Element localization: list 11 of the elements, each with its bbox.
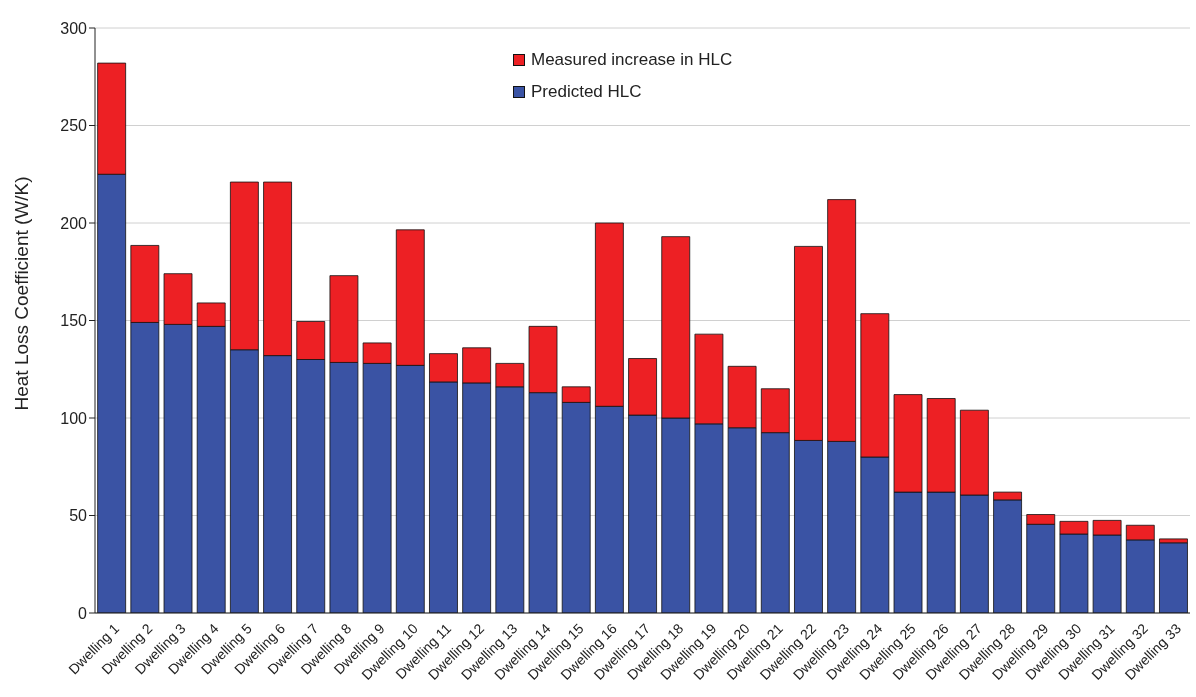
legend-label: Predicted HLC	[531, 82, 642, 102]
y-tick-label: 0	[78, 604, 88, 622]
legend-label: Measured increase in HLC	[531, 50, 733, 70]
y-tick-label: 300	[60, 19, 88, 37]
y-tick-label: 250	[60, 117, 88, 135]
bar	[1159, 542, 1188, 613]
y-tick-label: 50	[69, 507, 88, 525]
y-axis-title: Heat Loss Coefficient (W/K)	[10, 176, 32, 411]
y-tick-label: 200	[60, 214, 88, 232]
y-tick-label: 100	[60, 409, 88, 427]
y-tick-label: 150	[60, 312, 88, 330]
